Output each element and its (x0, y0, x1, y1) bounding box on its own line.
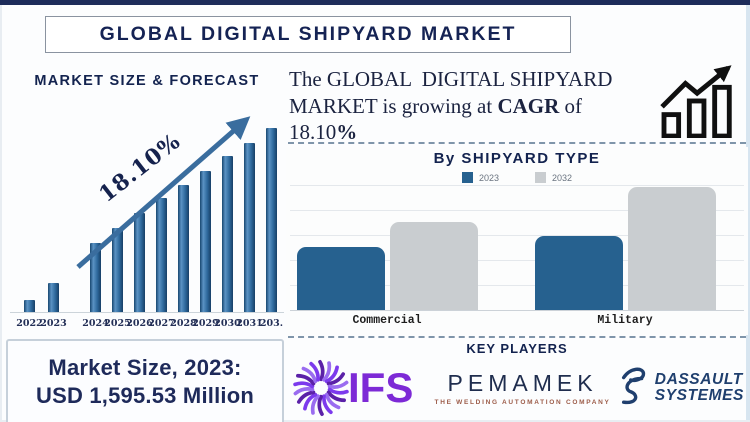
forecast-year-label: 2024 (82, 318, 109, 329)
forecast-year-label: 2025 (104, 318, 131, 329)
forecast-year-label: 203. (259, 318, 284, 329)
ifs-pinwheel-icon (293, 360, 349, 416)
category-label: Military (597, 314, 653, 327)
forecast-bar (200, 171, 211, 313)
type-bar-military-2032 (628, 187, 716, 310)
ifs-petal (293, 387, 315, 396)
headline-percent: % (336, 120, 358, 145)
shipyard-type-chart: By SHIPYARD TYPE 2023 2032 Commercial Mili… (286, 147, 748, 335)
ifs-petal (318, 360, 325, 382)
forecast-year-label: 2023 (40, 318, 67, 329)
bottom-edge-divider (0, 420, 750, 422)
forecast-bar (24, 300, 35, 313)
key-players-heading: KEY PLAYERS (466, 341, 568, 356)
ifs-petal (324, 365, 339, 384)
ifs-petal (303, 392, 318, 411)
type-bar-commercial-2032 (390, 222, 478, 310)
forecast-bar (222, 156, 233, 313)
forecast-bar (134, 213, 145, 313)
forecast-bar (48, 283, 59, 313)
headline-part1: The GLOBAL DIGITAL SHIPYARD MARKET is gr… (289, 67, 618, 118)
ifs-petal (326, 372, 346, 386)
x-axis-baseline (290, 310, 744, 311)
forecast-bar (266, 128, 277, 313)
shipyard-type-plot: Commercial Military (290, 185, 744, 327)
gridline (290, 185, 744, 186)
forecast-bar (244, 143, 255, 313)
legend-label: 2023 (478, 172, 499, 183)
market-size-callout: Market Size, 2023: USD 1,595.53 Million (6, 339, 284, 422)
ifs-petal (293, 381, 315, 389)
legend-item: 2032 (535, 172, 572, 183)
forecast-bar (178, 185, 189, 313)
dassault-wordmark: DASSAULT SYSTEMES (655, 372, 744, 404)
gridline (290, 210, 744, 211)
ifs-petal (327, 387, 349, 395)
ifs-petal (324, 392, 341, 410)
legend-item: 2023 (461, 172, 499, 183)
shipyard-type-title: By SHIPYARD TYPE (433, 150, 601, 167)
headline-part2: of 18.10 (289, 93, 588, 145)
ifs-petal (301, 366, 318, 384)
forecast-year-label: 2028 (170, 318, 197, 329)
gridline (290, 260, 744, 261)
headline-text: The GLOBAL DIGITAL SHIPYARD MARKET is gr… (289, 66, 651, 146)
forecast-year-label: 2029 (192, 318, 219, 329)
right-edge-divider (746, 5, 750, 422)
title-banner: GLOBAL DIGITAL SHIPYARD MARKET (45, 16, 571, 53)
forecast-chart-title: MARKET SIZE & FORECAST (34, 73, 260, 89)
legend-swatch (461, 172, 473, 183)
market-size-line1: Market Size, 2023: (48, 355, 242, 380)
page-title: GLOBAL DIGITAL SHIPYARD MARKET (99, 23, 517, 45)
pemamek-logo: PEMAMEK THE WELDING AUTOMATION COMPANY (435, 370, 611, 406)
ifs-petal (296, 373, 316, 386)
forecast-year-label: 2027 (148, 318, 175, 329)
gridline (290, 235, 744, 236)
shipyard-type-legend: 2023 2032 (286, 172, 748, 183)
forecast-bar (90, 243, 101, 313)
ifs-petal (326, 390, 346, 403)
ifs-petal (309, 361, 320, 382)
forecast-year-label: 2022 (16, 318, 43, 329)
left-edge-divider (0, 5, 2, 422)
dassault-line2: SYSTEMES (654, 387, 744, 404)
forecast-year-label: 2031 (236, 318, 263, 329)
dassault-line1: DASSAULT (654, 371, 743, 389)
ifs-petal (322, 394, 333, 415)
category-label: Commercial (352, 314, 422, 327)
forecast-bar (112, 228, 123, 313)
growth-chart-icon (660, 65, 732, 138)
ifs-wordmark: IFS (348, 364, 414, 411)
dashed-divider-bottom (288, 336, 746, 338)
ifs-logo: IFS (290, 357, 413, 419)
pemamek-tagline: THE WELDING AUTOMATION COMPANY (434, 399, 611, 406)
market-size-line2: USD 1,595.53 Million (36, 383, 254, 408)
ifs-petal (327, 380, 349, 389)
forecast-bar-chart: 2022 2023 2024 2025 2026 2027 2028 2029 2030 2031… (10, 67, 284, 332)
forecast-year-label: 2030 (214, 318, 241, 329)
forecast-year-label: 2026 (126, 318, 153, 329)
dashed-divider-top (288, 142, 746, 144)
ifs-petal (296, 390, 316, 404)
ifs-petal (310, 394, 320, 415)
dassault-systemes-logo: DASSAULT SYSTEMES (618, 365, 744, 411)
gridline (290, 285, 744, 286)
dassault-3ds-swirl-icon (621, 367, 645, 405)
legend-label: 2032 (552, 172, 573, 183)
headline-cagr: CAGR (497, 93, 560, 118)
pemamek-wordmark: PEMAMEK (447, 370, 598, 396)
forecast-bar (156, 198, 167, 313)
ifs-petal (322, 361, 332, 382)
type-bar-commercial-2023 (297, 247, 385, 310)
legend-swatch (535, 172, 546, 183)
ifs-petal (317, 394, 324, 416)
type-bar-military-2023 (535, 236, 623, 310)
key-players-logos: IFS PEMAMEK THE WELDING AUTOMATION COMPA… (286, 357, 748, 419)
